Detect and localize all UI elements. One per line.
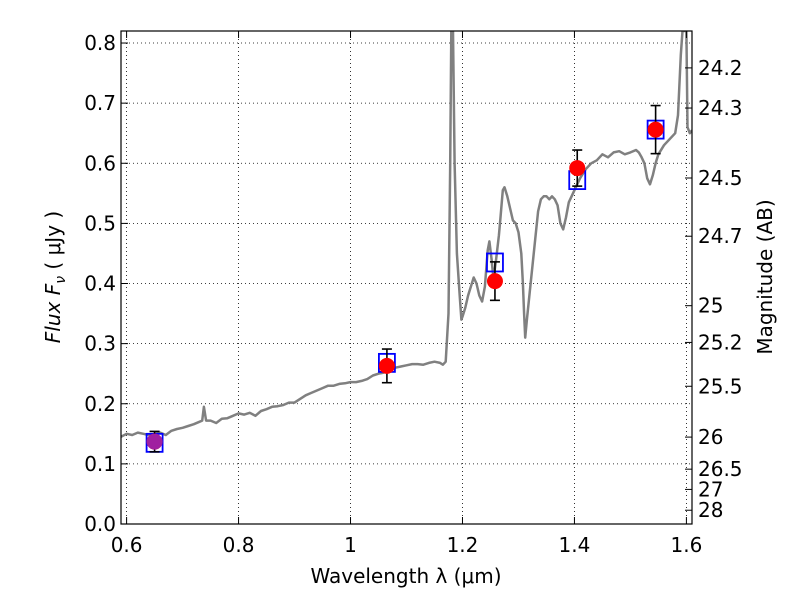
y-axis-label: Flux Fν ( μJy ) bbox=[41, 211, 69, 343]
plot-frame bbox=[120, 30, 693, 525]
plot-area bbox=[121, 31, 692, 438]
observed-photometry-point bbox=[486, 273, 503, 290]
y2-tick-label: 24.5 bbox=[698, 166, 743, 190]
y2-tick-label: 26.5 bbox=[698, 457, 743, 481]
y2-tick-label: 28 bbox=[698, 498, 723, 522]
observed-photometry-point bbox=[647, 121, 664, 138]
y2-tick-label: 24.7 bbox=[698, 224, 743, 248]
x-tick-label: 1.2 bbox=[447, 533, 479, 557]
x-axis-label: Wavelength λ (μm) bbox=[310, 564, 501, 588]
y-tick-label: 0.8 bbox=[84, 31, 116, 55]
y2-tick-label: 26 bbox=[698, 425, 723, 449]
y2-tick-label: 24.2 bbox=[698, 56, 743, 80]
spectrum-line bbox=[121, 31, 692, 438]
x-tick-label: 0.6 bbox=[111, 533, 143, 557]
x-tick-label: 0.8 bbox=[223, 533, 255, 557]
markers bbox=[145, 104, 665, 453]
x-tick-label: 1 bbox=[344, 533, 357, 557]
y-tick-label: 0.7 bbox=[84, 91, 116, 115]
y2-tick-label: 25.5 bbox=[698, 374, 743, 398]
y-tick-label: 0.6 bbox=[84, 151, 116, 175]
y-tick-label: 0.4 bbox=[84, 272, 116, 296]
x-tick-label: 1.4 bbox=[559, 533, 591, 557]
ticks: 0.6 0.8 1 1.2 1.4 1.6 0.0 0.1 0.2 0.3 0.4 0.5 0.6 0.7… bbox=[84, 31, 743, 557]
y-tick-label: 0.1 bbox=[84, 452, 116, 476]
y2-tick-label: 27 bbox=[698, 477, 723, 501]
y-tick-label: 0.3 bbox=[84, 332, 116, 356]
observed-photometry-point bbox=[569, 160, 586, 177]
y-tick-label: 0.2 bbox=[84, 392, 116, 416]
observed-photometry-point bbox=[378, 357, 395, 374]
y2-tick-label: 24.3 bbox=[698, 96, 743, 120]
y-tick-label: 0.0 bbox=[84, 512, 116, 536]
x-tick-label: 1.6 bbox=[670, 533, 702, 557]
overlap-point bbox=[146, 433, 163, 450]
y-axis-label-unit: ( μJy ) bbox=[41, 211, 65, 276]
y2-axis-label: Magnitude (AB) bbox=[753, 199, 777, 354]
y2-tick-label: 25 bbox=[698, 294, 723, 318]
y2-tick-label: 25.2 bbox=[698, 330, 743, 354]
grid bbox=[121, 31, 692, 525]
y-axis-label-main: Flux F bbox=[41, 283, 65, 343]
y-tick-label: 0.5 bbox=[84, 211, 116, 235]
y-axis-label-sub: ν bbox=[53, 276, 69, 284]
